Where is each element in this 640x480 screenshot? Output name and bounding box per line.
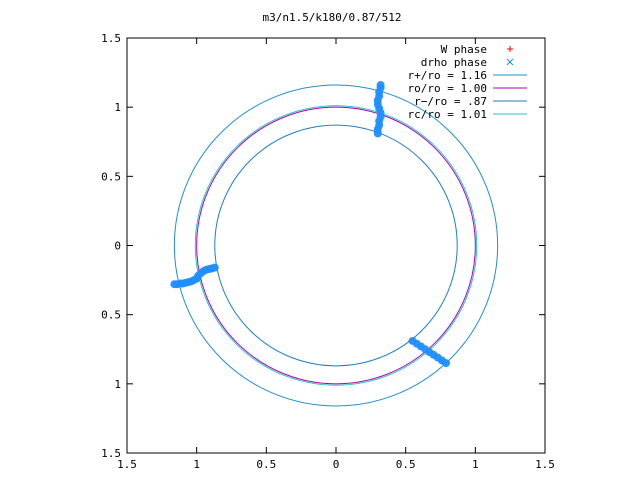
legend-label-5: rc/ro = 1.01: [408, 108, 487, 121]
legend-label-1: drho phase: [421, 56, 487, 69]
series-circle-4: [214, 124, 458, 367]
y-tick-label: 1.5: [101, 32, 121, 45]
y-tick-label: 0.5: [101, 309, 121, 322]
series-circle-2: [173, 84, 499, 407]
y-tick-label: 0.5: [101, 170, 121, 183]
y-tick-label: 1: [114, 378, 121, 391]
legend-label-4: r−/ro = .87: [414, 95, 487, 108]
legend-swatch-1: [506, 58, 514, 66]
y-tick-label: 0: [114, 240, 121, 253]
y-tick-label: 1.5: [101, 447, 121, 460]
series-circle-3: [196, 106, 476, 385]
legend-label-2: r+/ro = 1.16: [408, 69, 487, 82]
chart-title: m3/n1.5/k180/0.87/512: [262, 11, 401, 24]
x-tick-label: 1.5: [535, 458, 555, 471]
legend-label-3: ro/ro = 1.00: [408, 82, 487, 95]
drho-point-28: [376, 81, 385, 90]
x-tick-label: 0.5: [256, 458, 276, 471]
x-tick-label: 1.5: [117, 458, 137, 471]
y-tick-label: 1: [114, 101, 121, 114]
series-circle-5: [194, 105, 478, 386]
drho-point-15: [210, 263, 219, 272]
x-tick-label: 1: [193, 458, 200, 471]
x-tick-label: 1: [472, 458, 479, 471]
x-tick-label: 0: [333, 458, 340, 471]
legend-swatch-0: [507, 46, 513, 52]
legend-label-0: W phase: [441, 43, 487, 56]
x-tick-label: 0.5: [396, 458, 416, 471]
drho-point-37: [442, 359, 451, 368]
